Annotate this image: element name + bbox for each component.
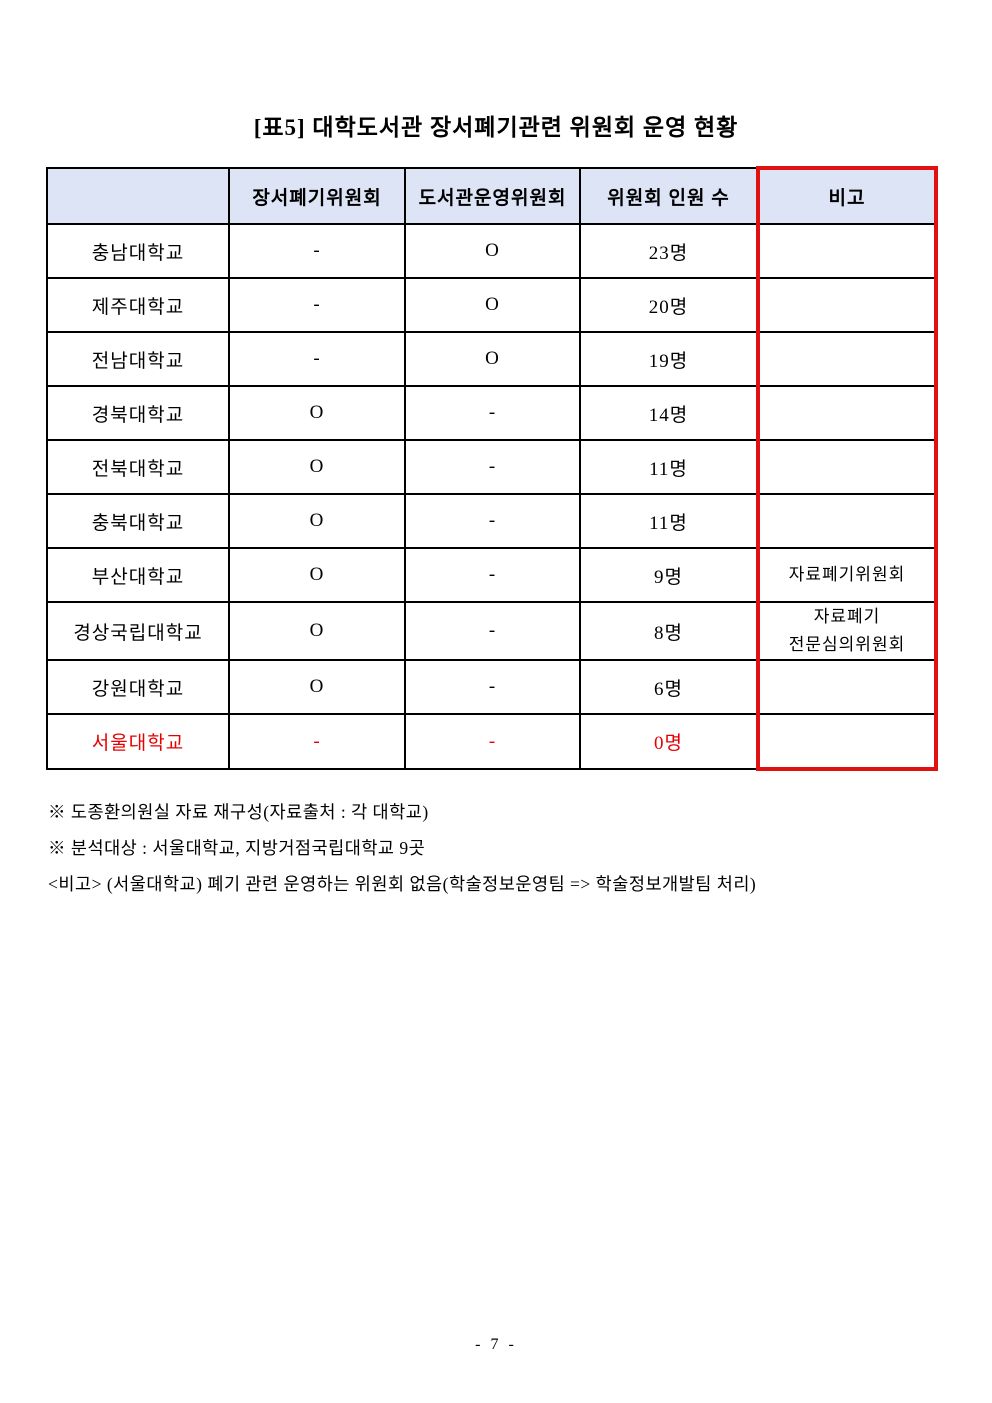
remark-cell xyxy=(756,331,938,387)
member-count-cell: 14명 xyxy=(579,385,759,441)
disposal-committee-cell: - xyxy=(228,277,406,333)
table-row: 전북대학교 O -11명 xyxy=(46,439,938,495)
university-cell: 전북대학교 xyxy=(46,439,230,495)
header-remark: 비고 xyxy=(756,166,938,225)
remark-cell xyxy=(756,493,938,549)
disposal-committee-cell: O xyxy=(228,600,406,662)
university-cell: 서울대학교 xyxy=(46,713,230,771)
member-count-cell: 23명 xyxy=(579,223,759,279)
disposal-committee-cell: O xyxy=(228,659,406,716)
university-cell: 제주대학교 xyxy=(46,277,230,333)
footnote-scope: ※ 분석대상 : 서울대학교, 지방거점국립대학교 9곳 xyxy=(48,838,426,858)
operation-committee-cell: - xyxy=(404,385,581,441)
table-row: 제주대학교 - O 20명 xyxy=(46,277,938,333)
header-university xyxy=(46,167,230,225)
footnote-remark: <비고> (서울대학교) 폐기 관련 운영하는 위원회 없음(학술정보운영팀 =… xyxy=(48,874,757,894)
table-body: 충남대학교 - O 23명 제주대학교 - O 20명 전남대학교 - O 19명 경북대학교 O -14명… xyxy=(46,223,938,772)
remark-cell: 자료폐기 전문심의위원회 xyxy=(756,600,938,662)
page-title: [표5] 대학도서관 장서폐기관련 위원회 운영 현황 xyxy=(253,115,739,140)
operation-committee-cell: - xyxy=(404,713,581,771)
operation-committee-cell: - xyxy=(404,659,581,716)
header-disposal-committee: 장서폐기위원회 xyxy=(228,167,406,225)
table-row: 전남대학교 - O 19명 xyxy=(46,331,938,387)
disposal-committee-cell: - xyxy=(228,331,406,387)
footnote-source: ※ 도종환의원실 자료 재구성(자료출처 : 각 대학교) xyxy=(48,802,429,822)
table-row: 충남대학교 - O 23명 xyxy=(46,223,938,279)
member-count-cell: 20명 xyxy=(579,277,759,333)
university-cell: 경상국립대학교 xyxy=(46,600,230,662)
operation-committee-cell: O xyxy=(404,331,581,387)
table-row: 서울대학교 - -0명 xyxy=(46,713,938,772)
operation-committee-cell: O xyxy=(404,223,581,279)
remark-cell xyxy=(756,659,938,716)
header-row: 장서폐기위원회 도서관운영위원회 위원회 인원 수 비고 xyxy=(46,166,938,225)
member-count-cell: 11명 xyxy=(579,493,759,549)
remark-cell xyxy=(756,223,938,279)
remark-cell xyxy=(756,439,938,495)
footnotes: ※ 도종환의원실 자료 재구성(자료출처 : 각 대학교) ※ 분석대상 : 서… xyxy=(48,801,948,909)
operation-committee-cell: O xyxy=(404,277,581,333)
university-cell: 충남대학교 xyxy=(46,223,230,279)
university-cell: 부산대학교 xyxy=(46,547,230,603)
disposal-committee-cell: - xyxy=(228,713,406,771)
committee-table-wrapper: 장서폐기위원회 도서관운영위원회 위원회 인원 수 비고 충남대학교 - O 23명 제… xyxy=(46,166,938,772)
remark-cell xyxy=(756,385,938,441)
header-operation-committee: 도서관운영위원회 xyxy=(404,167,581,225)
university-cell: 전남대학교 xyxy=(46,331,230,387)
operation-committee-cell: - xyxy=(404,547,581,603)
table-header: 장서폐기위원회 도서관운영위원회 위원회 인원 수 비고 xyxy=(46,166,938,225)
disposal-committee-cell: O xyxy=(228,493,406,549)
table-row: 경상국립대학교 O -8명 자료폐기 전문심의위원회 xyxy=(46,600,938,662)
committee-table: 장서폐기위원회 도서관운영위원회 위원회 인원 수 비고 충남대학교 - O 23명 제… xyxy=(46,166,938,772)
university-cell: 경북대학교 xyxy=(46,385,230,441)
remark-cell xyxy=(756,277,938,333)
operation-committee-cell: - xyxy=(404,600,581,662)
remark-cell: 자료폐기위원회 xyxy=(756,547,938,603)
operation-committee-cell: - xyxy=(404,493,581,549)
member-count-cell: 0명 xyxy=(579,713,759,771)
header-member-count: 위원회 인원 수 xyxy=(579,167,759,225)
member-count-cell: 6명 xyxy=(579,659,759,716)
operation-committee-cell: - xyxy=(404,439,581,495)
disposal-committee-cell: O xyxy=(228,547,406,603)
table-row: 경북대학교 O -14명 xyxy=(46,385,938,441)
table-row: 부산대학교 O -9명 자료폐기위원회 xyxy=(46,547,938,603)
university-cell: 충북대학교 xyxy=(46,493,230,549)
page-number: - 7 - xyxy=(475,1336,517,1353)
member-count-cell: 11명 xyxy=(579,439,759,495)
university-cell: 강원대학교 xyxy=(46,659,230,716)
member-count-cell: 8명 xyxy=(579,600,759,662)
disposal-committee-cell: O xyxy=(228,439,406,495)
disposal-committee-cell: - xyxy=(228,223,406,279)
table-row: 강원대학교 O -6명 xyxy=(46,659,938,716)
member-count-cell: 19명 xyxy=(579,331,759,387)
disposal-committee-cell: O xyxy=(228,385,406,441)
remark-cell xyxy=(756,713,938,772)
table-row: 충북대학교 O -11명 xyxy=(46,493,938,549)
member-count-cell: 9명 xyxy=(579,547,759,603)
